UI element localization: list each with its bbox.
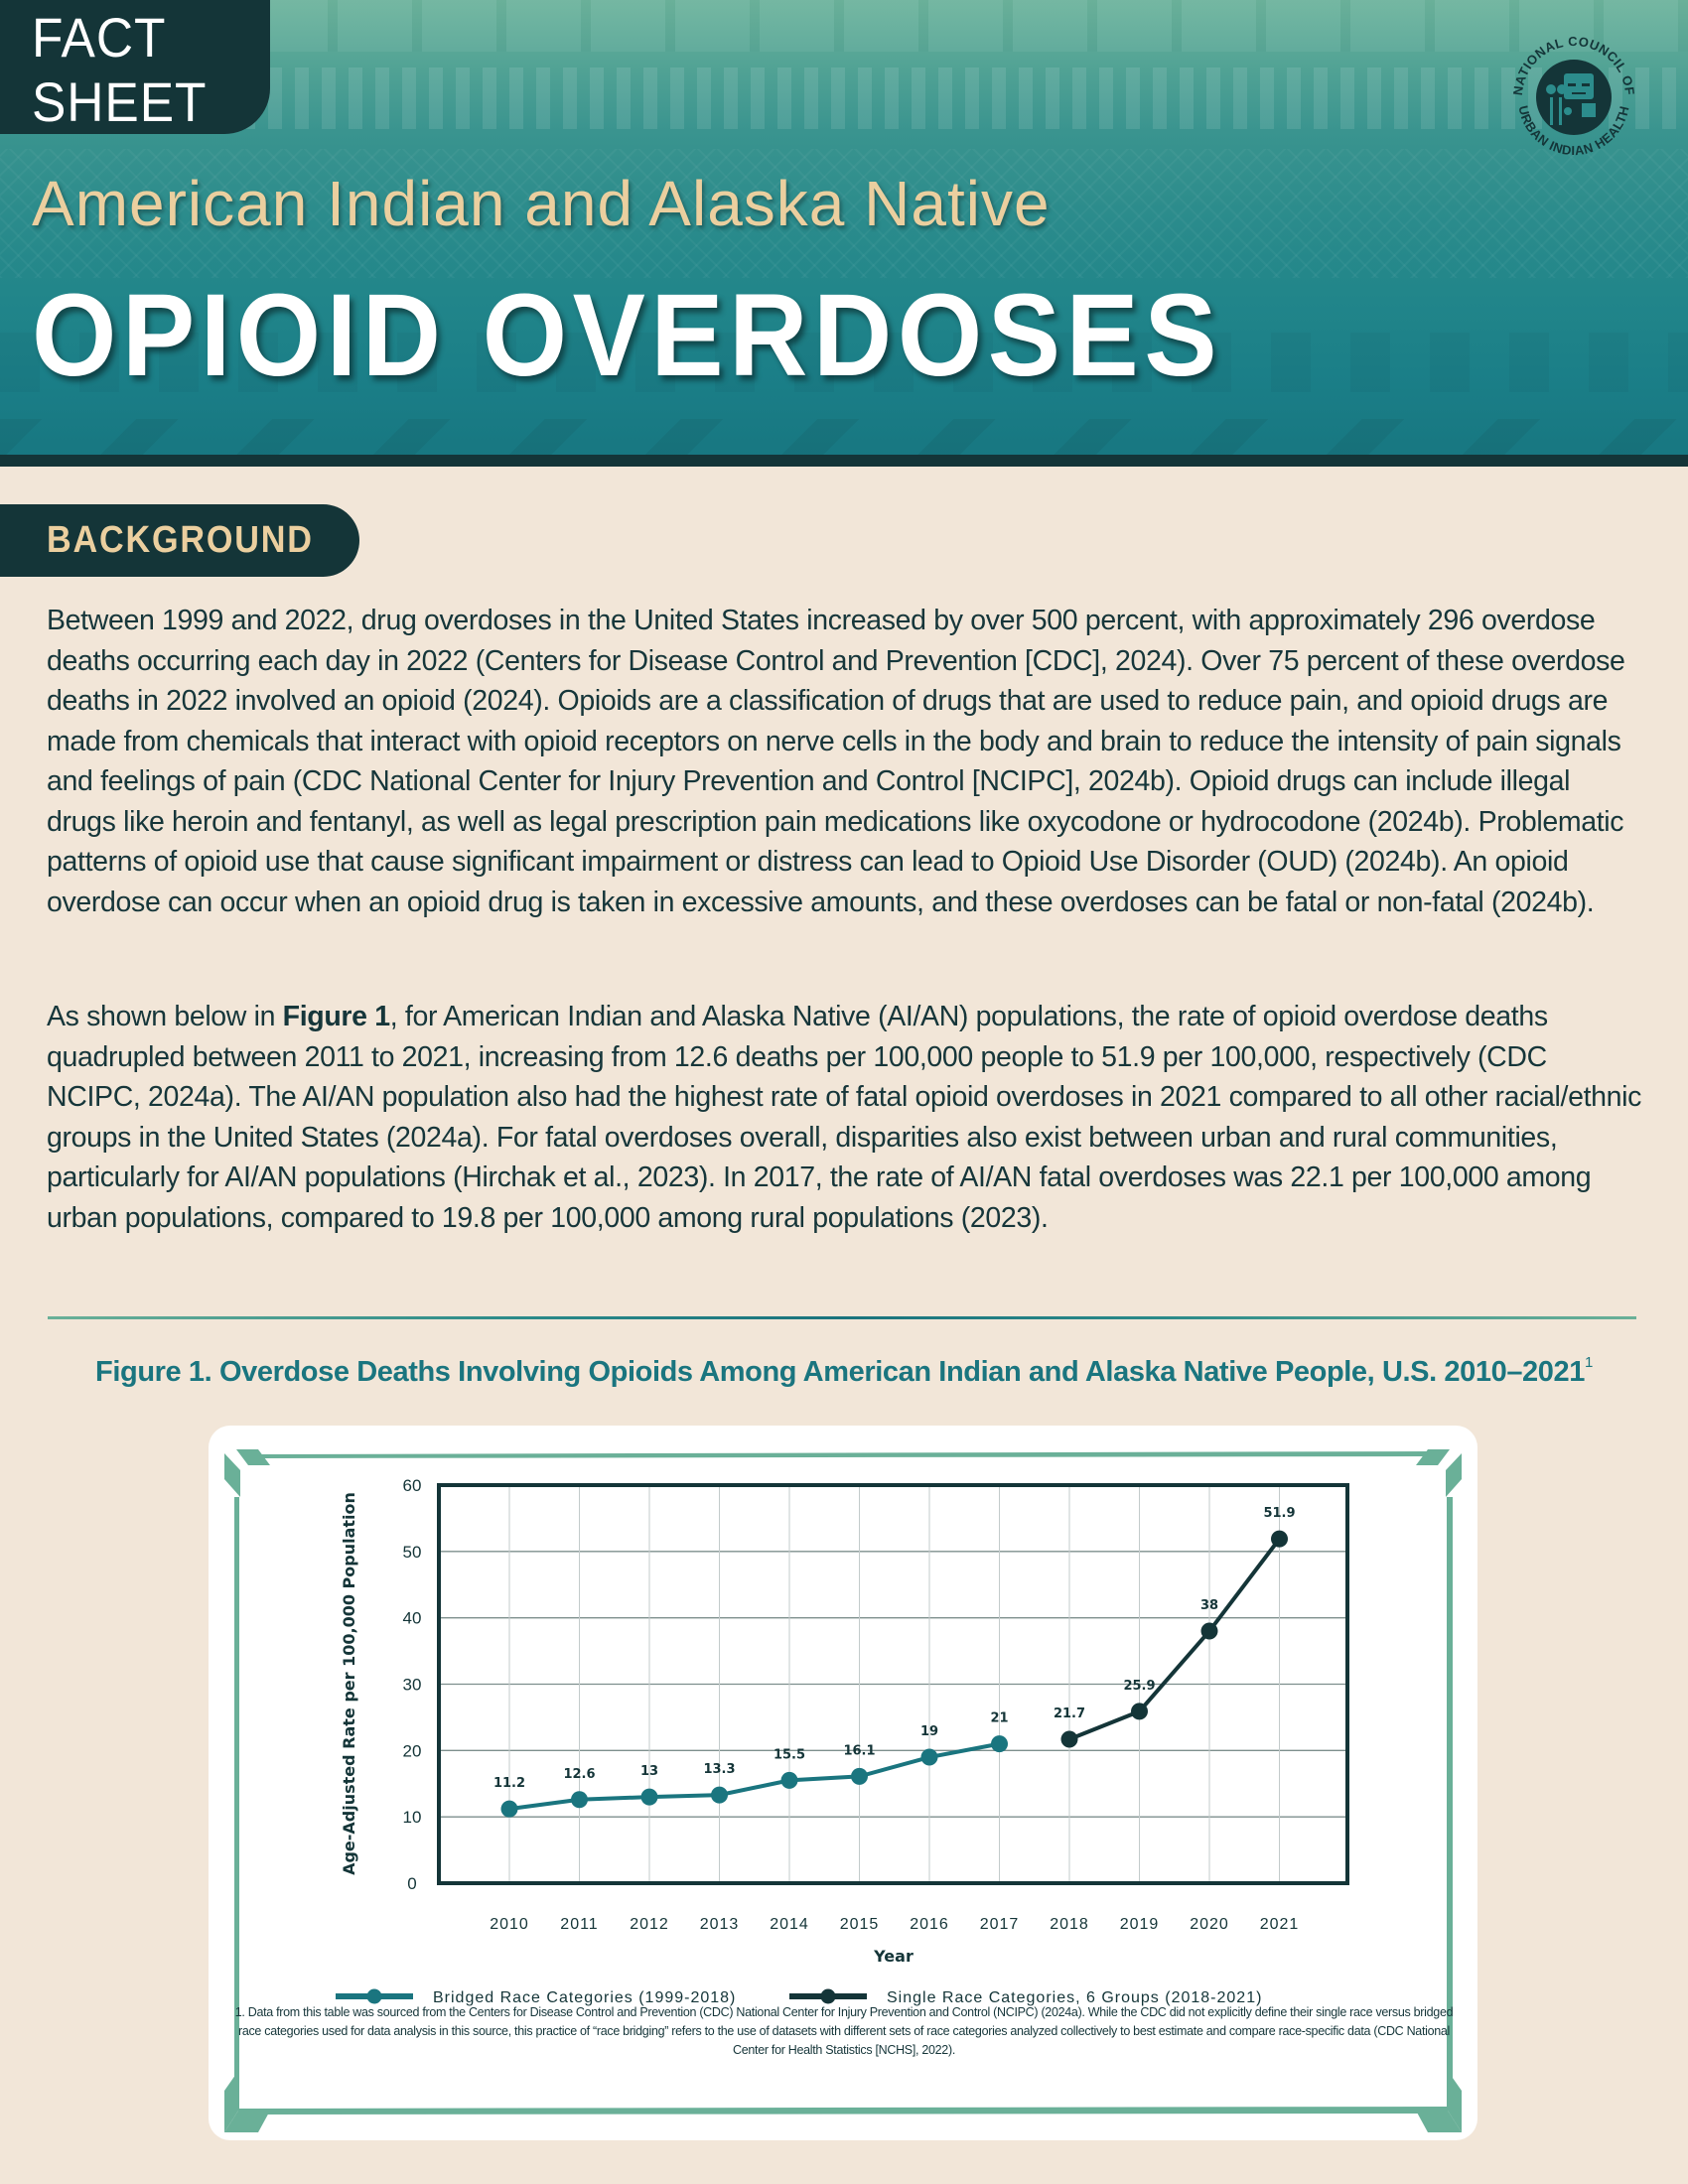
figure-title-footnote-marker: 1 — [1584, 1354, 1593, 1371]
line-chart: Age-Adjusted Rate per 100,000 Population… — [336, 1476, 1349, 2006]
x-tick-label: 2017 — [980, 1916, 1020, 1933]
x-axis-label: Year — [873, 1947, 914, 1966]
x-tick-label: 2019 — [1120, 1916, 1160, 1933]
y-axis-label: Age-Adjusted Rate per 100,000 Population — [340, 1492, 358, 1875]
chart-legend: Bridged Race Categories (1999-2018) Singl… — [336, 1988, 1262, 2006]
data-point — [500, 1800, 518, 1818]
figure-1-reference: Figure 1 — [282, 1001, 390, 1032]
background-paragraph-2: As shown below in Figure 1, for American… — [47, 997, 1645, 1238]
series-line — [508, 1741, 1000, 1812]
corner-ornament-bottom-right — [1448, 2071, 1462, 2132]
header-arch-pattern — [0, 0, 1688, 52]
x-tick-label: 2011 — [560, 1916, 598, 1933]
data-point — [851, 1767, 868, 1785]
corner-ornament-top-left — [236, 1449, 270, 1465]
x-tick-label: 2012 — [630, 1916, 669, 1933]
decorative-frame — [224, 1449, 1462, 2132]
background-paragraph-1: Between 1999 and 2022, drug overdoses in… — [47, 605, 1625, 918]
data-point — [1131, 1703, 1148, 1720]
data-point — [1060, 1730, 1078, 1748]
x-tick-label: 2020 — [1190, 1916, 1229, 1933]
legend-marker-icon — [820, 1988, 836, 2004]
data-label: 19 — [920, 1724, 938, 1739]
y-tick-label: 0 — [407, 1874, 416, 1893]
data-label: 21 — [990, 1711, 1008, 1726]
data-point — [640, 1788, 658, 1806]
figure-footnote: 1. Data from this table was sourced from… — [234, 2005, 1454, 2057]
chart-gridlines — [439, 1485, 1347, 1883]
legend-item-1: Bridged Race Categories (1999-2018) — [336, 1988, 736, 2006]
series-1: 11.2 12.6 13 13.3 15.5 16.1 19 21 — [493, 1711, 1009, 1818]
legend-item-2: Single Race Categories, 6 Groups (2018-2… — [789, 1988, 1262, 2006]
x-tick-label: 2016 — [910, 1916, 949, 1933]
x-tick-label: 2010 — [490, 1916, 529, 1933]
legend-marker-icon — [366, 1988, 382, 2004]
figure-title: Figure 1. Overdose Deaths Involving Opio… — [0, 1354, 1688, 1389]
ncuih-logo-icon: NATIONAL COUNCIL OF URBAN INDIAN HEALTH — [1510, 34, 1637, 158]
header-banner: FACT SHEET American Indian and Alaska Na… — [0, 0, 1688, 467]
paragraph-2-rest: , for American Indian and Alaska Native … — [47, 1001, 1642, 1234]
header-diamond-pattern — [0, 333, 1688, 392]
legend-label: Bridged Race Categories (1999-2018) — [433, 1989, 736, 2006]
paragraph-2-prefix: As shown below in — [47, 1001, 283, 1032]
y-tick-label: 40 — [403, 1609, 422, 1628]
data-label: 15.5 — [774, 1747, 805, 1762]
data-point — [1271, 1530, 1288, 1548]
page-subtitle: American Indian and Alaska Native — [32, 168, 1051, 239]
data-label: 11.2 — [493, 1776, 525, 1791]
data-point — [1200, 1622, 1218, 1640]
section-divider — [48, 1316, 1636, 1319]
header-triangle-pattern — [0, 419, 1688, 455]
y-tick-label: 10 — [403, 1808, 422, 1827]
y-axis-ticks: 0 10 20 30 40 50 60 — [403, 1476, 422, 1893]
x-tick-label: 2013 — [700, 1916, 740, 1933]
header-stripe-pattern — [0, 68, 1688, 129]
background-heading: BACKGROUND — [47, 519, 314, 561]
plot-area-border — [437, 1483, 1349, 1885]
figure-card: Age-Adjusted Rate per 100,000 Population… — [209, 1426, 1477, 2140]
header-bottom-rule — [0, 455, 1688, 467]
y-tick-label: 30 — [403, 1676, 422, 1695]
legend-label: Single Race Categories, 6 Groups (2018-2… — [887, 1989, 1262, 2006]
figure-title-text: Figure 1. Overdose Deaths Involving Opio… — [95, 1356, 1585, 1388]
series-line — [1068, 1537, 1282, 1741]
data-label: 13 — [640, 1764, 658, 1779]
data-label: 12.6 — [563, 1767, 595, 1782]
series-2: 21.7 25.9 38 51.9 — [1054, 1506, 1296, 1748]
x-tick-label: 2021 — [1260, 1916, 1300, 1933]
data-label: 13.3 — [703, 1762, 735, 1777]
data-point — [991, 1735, 1008, 1753]
data-point — [711, 1786, 728, 1804]
page-title: OPIOID OVERDOSES — [32, 270, 1223, 401]
data-label: 38 — [1200, 1598, 1218, 1613]
x-axis-ticks: 2010 2011 2012 2013 2014 2015 2016 2017 2018 2019… — [490, 1916, 1300, 1933]
x-tick-label: 2014 — [770, 1916, 809, 1933]
chart-series: 11.2 12.6 13 13.3 15.5 16.1 19 21 21.7 25.9 38 51.9 — [493, 1506, 1296, 1818]
y-tick-label: 60 — [403, 1476, 422, 1495]
data-label: 51.9 — [1263, 1506, 1295, 1521]
corner-ornament-top-right — [1416, 1449, 1450, 1465]
corner-ornament-bottom-left — [224, 2071, 238, 2132]
data-point — [920, 1748, 938, 1766]
data-label: 16.1 — [843, 1743, 875, 1758]
x-tick-label: 2018 — [1050, 1916, 1089, 1933]
background-heading-pill: BACKGROUND — [0, 504, 359, 577]
header-mesh-pattern — [0, 149, 1688, 278]
y-tick-label: 50 — [403, 1543, 422, 1562]
y-tick-label: 20 — [403, 1741, 422, 1760]
data-label: 21.7 — [1054, 1706, 1085, 1721]
x-tick-label: 2015 — [840, 1916, 880, 1933]
data-point — [571, 1791, 588, 1809]
data-point — [780, 1771, 798, 1789]
data-label: 25.9 — [1123, 1679, 1155, 1694]
fact-sheet-tab: FACT SHEET — [0, 0, 270, 134]
fact-sheet-label: FACT SHEET — [32, 5, 208, 133]
